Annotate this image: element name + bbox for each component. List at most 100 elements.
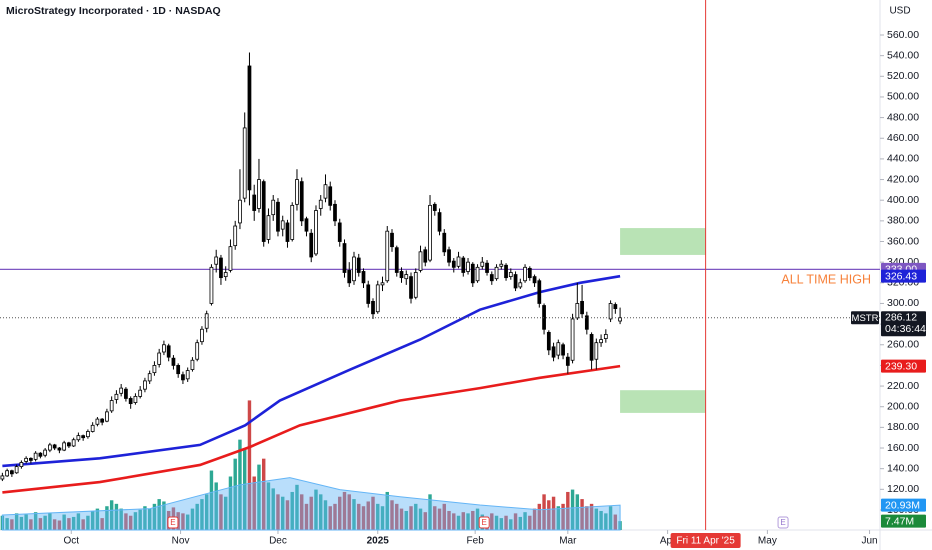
annotation: ALL TIME HIGH [781, 273, 871, 287]
candle-body [71, 439, 76, 447]
volume-bar [304, 503, 309, 530]
y-tick-label: 500.00 [887, 91, 919, 103]
volume-ma-area [1, 477, 621, 531]
volume-bar [528, 515, 532, 530]
chart-title: MicroStrategy Incorporated · 1D · NASDAQ [6, 5, 221, 17]
symbol-label: MSTR [852, 313, 879, 324]
y-tick-label: 420.00 [887, 173, 919, 185]
volume-bar [195, 503, 199, 530]
candle-body [309, 232, 314, 258]
candle-body [166, 345, 171, 358]
y-tick-label: 540.00 [887, 49, 919, 61]
y-tick-label: 180.00 [887, 421, 919, 433]
candle-body [242, 127, 247, 199]
candle-body [418, 251, 423, 271]
candle-body [328, 186, 333, 206]
candle-body [413, 272, 418, 298]
candle-body [423, 249, 428, 263]
earnings-label: E [170, 518, 175, 527]
volume-bar [452, 513, 456, 530]
volume-bar [319, 494, 323, 530]
y-tick-label: 380.00 [887, 215, 919, 227]
volume-bar [423, 512, 427, 530]
volume-bar [475, 508, 480, 530]
volume-bar [447, 510, 451, 530]
candle-body [575, 303, 580, 319]
candle-body [523, 266, 527, 282]
candle-body [570, 318, 575, 361]
candle-body [124, 388, 128, 399]
candle-body [290, 204, 295, 240]
volume-bar [86, 515, 90, 530]
earnings-label: E [780, 518, 785, 527]
volume-bar [214, 482, 218, 530]
volume-bar [380, 506, 385, 530]
candle-body [138, 389, 143, 397]
candle-body [508, 272, 513, 278]
candle-body [209, 266, 214, 304]
volume-bar [594, 508, 599, 530]
candle-body [176, 365, 181, 375]
candle-body [342, 243, 347, 273]
volume-bar [442, 503, 446, 530]
volume-bar [561, 503, 565, 530]
volume-bar [109, 500, 114, 530]
candle-body [147, 373, 152, 382]
candle-body [57, 447, 62, 451]
volume-bar [390, 500, 394, 530]
volume-bar [228, 476, 233, 530]
candle-body [143, 380, 147, 390]
volume-bar [295, 484, 299, 530]
volume-bar [290, 491, 294, 530]
volume-bar [499, 518, 504, 530]
volume-bar [219, 494, 223, 530]
volume-bar [352, 499, 356, 530]
volume-label: 7.47M [885, 515, 914, 527]
candle-body [499, 263, 504, 267]
candle-body [181, 374, 185, 381]
volume-ma-label-box [881, 498, 926, 512]
candle-body [437, 212, 442, 232]
volume-bar [43, 515, 47, 530]
candle-body [67, 442, 71, 447]
y-tick-label: 260.00 [887, 339, 919, 351]
volume-bar [71, 516, 76, 530]
countdown: 04:36:44 [885, 323, 926, 335]
volume-bar [252, 476, 256, 530]
x-tick-label: May [758, 536, 777, 547]
candle-body [214, 256, 219, 265]
volume-bar [190, 508, 195, 530]
volume-bar [461, 512, 465, 530]
candle-body [394, 247, 399, 273]
candle-body [613, 304, 618, 310]
candle-body [323, 184, 328, 199]
volume-bar [328, 506, 332, 530]
volume-bar [138, 509, 142, 530]
volume-bar [285, 500, 290, 530]
volume-bar [185, 514, 190, 530]
candle-body [594, 342, 599, 360]
candle-body [62, 442, 67, 451]
volume-bar [143, 506, 147, 530]
candle-body [337, 222, 342, 242]
y-tick-label: 120.00 [887, 483, 919, 495]
target-zone [620, 390, 706, 413]
volume-bar [200, 499, 204, 530]
candle-body [561, 344, 565, 356]
earnings-label: E [482, 518, 487, 527]
candle-body [556, 342, 561, 356]
volume-bar [395, 503, 399, 530]
candle-body [133, 395, 138, 403]
volume-bar [613, 514, 618, 530]
candle-body [603, 334, 608, 339]
candle-body [375, 284, 380, 313]
candle-body [551, 346, 556, 358]
volume-bar [361, 506, 366, 530]
volume-bar [509, 519, 513, 530]
y-tick-label: 560.00 [887, 29, 919, 41]
volume-bar [604, 513, 608, 530]
candle-body [390, 232, 394, 248]
candle-body [171, 357, 176, 366]
candle-body [542, 305, 546, 330]
